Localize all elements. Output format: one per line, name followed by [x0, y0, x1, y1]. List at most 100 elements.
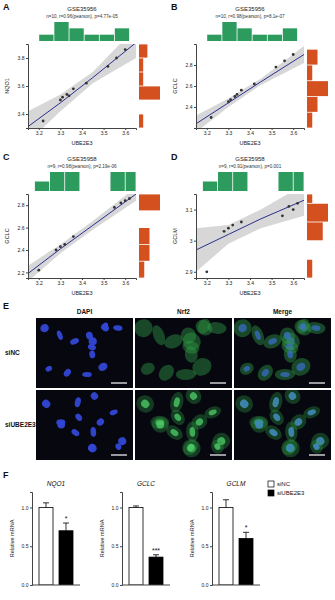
legend-label: siNC — [277, 481, 291, 487]
y-axis: 0.00.51.0 — [22, 493, 33, 589]
error-bar — [133, 506, 139, 508]
tick-mark — [30, 546, 32, 547]
nucleus — [101, 322, 109, 331]
nrf2-signal — [139, 360, 157, 377]
nucleus — [62, 368, 72, 378]
confidence-band — [196, 194, 304, 272]
x-axis: 3.23.33.43.53.6 — [29, 278, 137, 286]
tick-label: 3.6 — [290, 280, 297, 286]
nucleus — [89, 391, 99, 401]
bar-panel: GCLCRelative mRNA***0.00.51.0 — [99, 480, 170, 588]
scale-bar — [210, 454, 226, 455]
nuclear-nrf2 — [312, 442, 320, 451]
tick-label: 3.4 — [18, 111, 25, 117]
tick-label: 2.8 — [18, 202, 25, 208]
x-axis: 3.23.33.43.53.6 — [29, 128, 137, 136]
nuclear-nrf2 — [169, 428, 179, 438]
x-axis-line — [32, 585, 80, 586]
nucleus — [114, 442, 122, 451]
nucleus — [293, 417, 303, 427]
point — [124, 48, 127, 51]
micrograph — [36, 390, 133, 460]
tick: 3.6 — [290, 278, 297, 286]
point — [107, 65, 110, 68]
nrf2-signal — [178, 435, 204, 460]
tick: 3 — [190, 238, 196, 244]
axis-line — [194, 45, 197, 129]
tick-label: 2.8 — [186, 62, 193, 68]
nucleus — [243, 365, 251, 373]
micrograph — [135, 390, 232, 460]
tick: 2.8 — [18, 202, 28, 208]
tick: 0.5 — [22, 543, 32, 549]
tick-label: 3.5 — [101, 130, 108, 136]
tick-mark — [26, 228, 28, 229]
nucleus — [260, 368, 270, 378]
tick: 3.1 — [186, 207, 196, 213]
hist-bar — [203, 182, 217, 192]
tick-mark — [194, 86, 196, 87]
image-panel: DAPINrf2MergesiNCsiUBE2E3 — [5, 308, 331, 461]
nucleus — [287, 350, 294, 359]
nucleus — [272, 412, 281, 422]
error-cap — [223, 499, 229, 500]
tick: 0.5 — [202, 543, 212, 549]
hist-bar — [307, 204, 328, 222]
chart-title: GSE35958 — [67, 156, 97, 162]
tick: 3.4 — [18, 111, 28, 117]
nuclear-nrf2 — [194, 417, 204, 427]
x-histogram — [203, 172, 304, 191]
point — [59, 245, 62, 248]
nrf2-signal — [281, 390, 303, 407]
hist-bar — [100, 35, 114, 41]
scale-bar — [309, 382, 325, 383]
nuclear-nrf2 — [173, 412, 182, 422]
column-label: Merge — [273, 308, 293, 316]
hist-bar — [65, 172, 79, 191]
chart-subtitle: n=9, r=0.98(pearson), p=2.19e-06 — [47, 164, 117, 169]
tick-mark — [210, 508, 212, 509]
nucleus — [254, 330, 262, 341]
point — [223, 230, 226, 233]
error-cap — [153, 554, 159, 555]
tick-mark — [26, 205, 28, 206]
x-axis-line — [212, 585, 260, 586]
point — [128, 197, 131, 200]
tick-label: 2.4 — [18, 247, 25, 253]
nrf2-signal — [182, 390, 204, 407]
nrf2-signal — [238, 360, 256, 377]
panel-label: E — [3, 301, 9, 311]
hist-bar — [278, 172, 292, 191]
hist-bar — [139, 262, 144, 278]
hist-bar — [307, 97, 318, 112]
tick-label: 3.4 — [247, 130, 254, 136]
tick: 2.8 — [186, 62, 196, 68]
point — [85, 82, 88, 85]
fit-line — [196, 200, 304, 250]
y-axis: 2.42.62.8 — [186, 45, 197, 129]
nuclear-nrf2 — [293, 417, 303, 427]
point — [72, 235, 75, 238]
nrf2-signal — [255, 362, 276, 384]
x-axis-title: UBE2E3 — [239, 290, 260, 296]
panel-label: B — [171, 2, 178, 12]
nrf2-signal — [152, 417, 169, 433]
point — [55, 249, 58, 252]
hist-bar — [139, 245, 150, 261]
tick: 1.0 — [202, 505, 212, 511]
y-axis-title: GCLM — [172, 228, 178, 244]
tick-mark — [26, 86, 28, 87]
y-axis-title: Relative mRNA — [189, 519, 195, 557]
tick: 3.5 — [269, 278, 276, 286]
plot-area — [196, 46, 304, 128]
hist-bar — [218, 172, 232, 191]
chart-title: GSE35958 — [235, 156, 265, 162]
chart-title: GSE35956 — [67, 6, 97, 12]
y-axis: 2.22.42.62.8 — [18, 195, 29, 279]
point — [63, 243, 66, 246]
scale-bar — [111, 454, 127, 455]
tick: 2.4 — [18, 247, 28, 253]
hist-bar — [307, 194, 312, 203]
y-axis: 0.00.51.0 — [112, 493, 123, 589]
tick: 3.4 — [247, 278, 254, 286]
